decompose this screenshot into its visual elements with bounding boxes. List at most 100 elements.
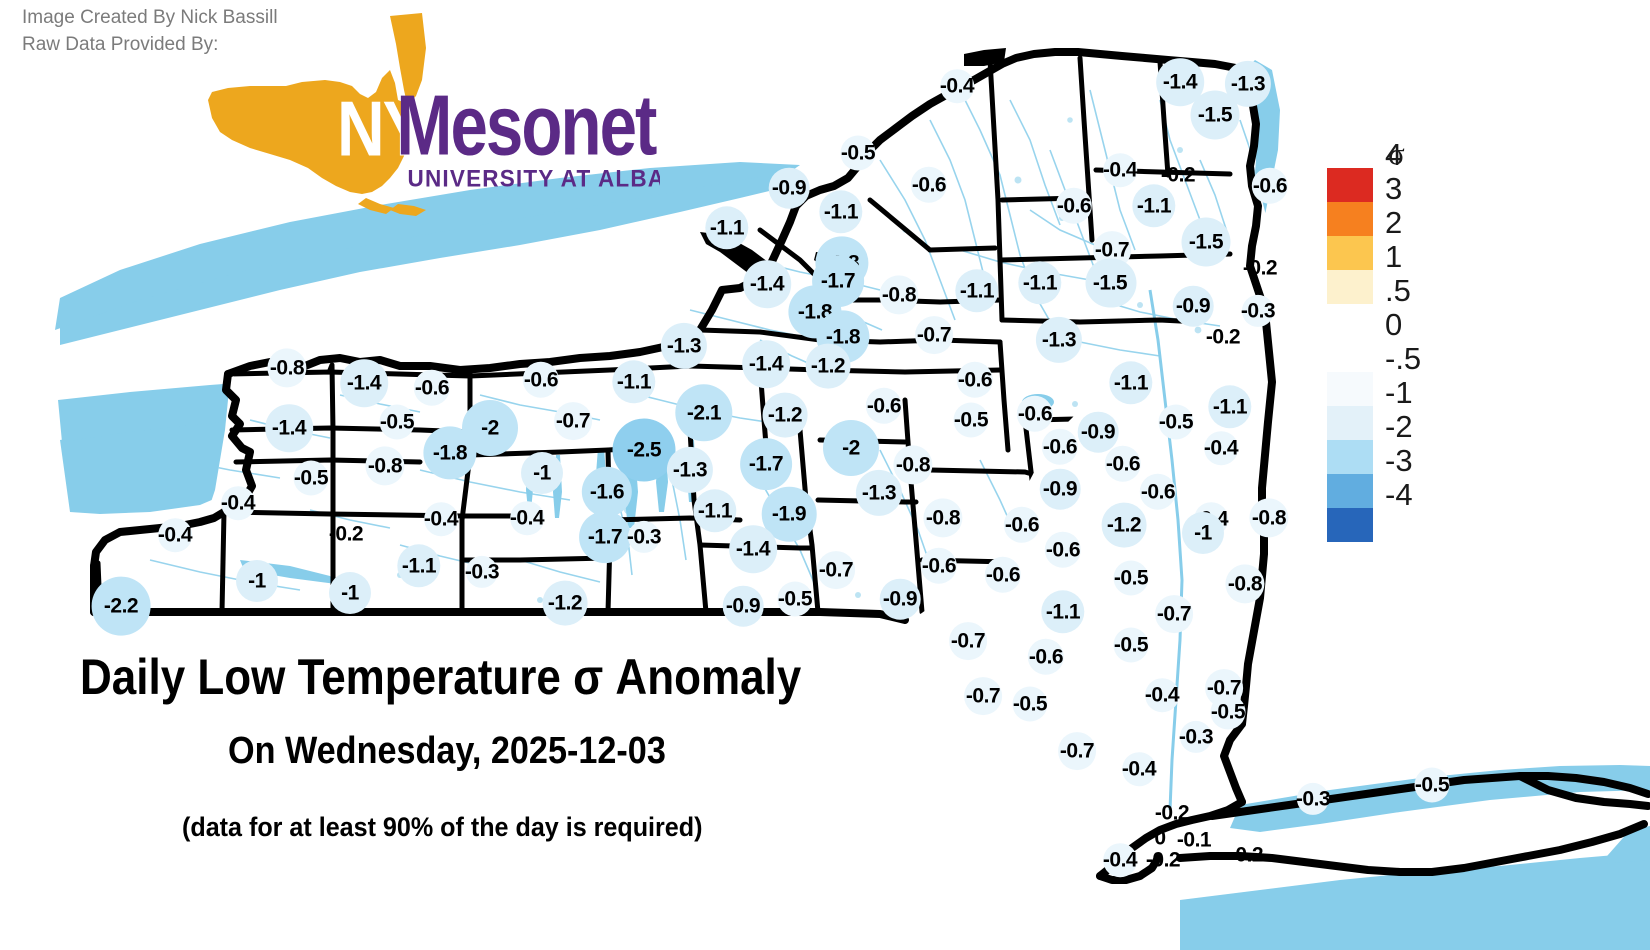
station-value: -1.4 <box>748 352 784 376</box>
station-halo <box>1172 285 1214 327</box>
station-value: -0.6 <box>1004 513 1040 537</box>
station-value: -0.8 <box>881 283 917 307</box>
station-value: -1.5 <box>1197 103 1233 127</box>
station-halo <box>265 404 313 452</box>
station-value: -2.2 <box>103 594 139 618</box>
station-halo <box>581 466 633 518</box>
station-halo <box>729 525 777 573</box>
station-value: -0.6 <box>911 173 947 197</box>
station-value: -0.6 <box>1042 435 1078 459</box>
station-value: -0.6 <box>1017 402 1053 426</box>
colorbar-swatch-cool <box>1327 474 1373 508</box>
colorbar-swatch-cool <box>1327 406 1373 440</box>
station-value: -0.2 <box>1145 848 1181 872</box>
station-value: -0.4 <box>220 491 256 515</box>
station-value: -0.6 <box>866 394 902 418</box>
station-value: -0.6 <box>523 368 559 392</box>
station-value: -1.5 <box>1188 230 1224 254</box>
station-halo <box>675 384 733 442</box>
station-value: -0.2 <box>1205 325 1241 349</box>
nys-mesonet-logo: NYS Mesonet UNIVERSITY AT ALBANY <box>190 8 660 223</box>
colorbar-tick-label: -2 <box>1385 409 1413 444</box>
station-value: -0.7 <box>1206 676 1242 700</box>
station-halo <box>1003 506 1041 544</box>
station-halo <box>1041 590 1085 634</box>
station-halo <box>365 446 405 486</box>
station-halo <box>522 361 560 399</box>
station-halo <box>660 322 708 370</box>
station-value: -0.5 <box>1113 633 1149 657</box>
station-value: -0.4 <box>1203 436 1239 460</box>
station-value: -0.4 <box>1121 757 1157 781</box>
station-halo <box>579 511 631 563</box>
station-value: -0.6 <box>414 376 450 400</box>
station-halo <box>693 489 737 533</box>
station-value: -0.7 <box>1059 739 1095 763</box>
station-value: -1.1 <box>1136 194 1172 218</box>
colorbar-swatch-warm <box>1327 202 1373 236</box>
colorbar-tick-labels: 4 3 2 1.5 0 -.5 -1 -2 -3 -4 <box>1385 138 1455 512</box>
station-halo <box>823 420 879 476</box>
station-value: -0.2 <box>1154 801 1190 825</box>
station-value: -0.5 <box>1113 566 1149 590</box>
station-value: 0 <box>1154 826 1166 850</box>
station-value: -1.9 <box>771 502 807 526</box>
station-value: -1.1 <box>1022 271 1058 295</box>
station-halo <box>521 452 563 494</box>
logo-nys-text: NYS <box>337 86 467 172</box>
station-value: -0.1 <box>1176 828 1212 852</box>
station-value: -0.9 <box>725 594 761 618</box>
credit-line-1: Image Created By Nick Bassill <box>22 7 278 28</box>
logo-tagline-text: UNIVERSITY AT ALBANY <box>408 165 660 192</box>
station-value: -0.7 <box>950 629 986 653</box>
station-halo <box>984 556 1022 594</box>
logo-mesonet-text: Mesonet <box>396 78 656 174</box>
station-value: -1.1 <box>1212 395 1248 419</box>
station-halo <box>923 498 963 538</box>
station-halo <box>1225 564 1265 604</box>
station-halo <box>1296 782 1330 816</box>
station-halo <box>1158 404 1194 440</box>
station-value: -1 <box>533 461 551 485</box>
station-halo <box>1208 385 1252 429</box>
ny-state-silhouette <box>208 13 426 194</box>
station-value: -1.3 <box>1041 328 1077 352</box>
station-value: -0.9 <box>1042 477 1078 501</box>
station-halo <box>762 392 808 438</box>
credit-block: Image Created By Nick Bassill Raw Data P… <box>22 4 278 58</box>
station-halo <box>1104 445 1142 483</box>
station-halo <box>743 260 791 308</box>
station-value: -1.2 <box>1106 513 1142 537</box>
station-value: -1.8 <box>825 325 861 349</box>
station-value: -1.2 <box>810 354 846 378</box>
station-halo <box>1077 411 1119 453</box>
station-halo <box>397 544 441 588</box>
station-halo <box>1139 473 1177 511</box>
station-halo <box>805 343 851 389</box>
station-value: -0.6 <box>1140 480 1176 504</box>
station-halo <box>329 572 371 614</box>
station-value: -1.7 <box>587 525 623 549</box>
station-halo <box>340 359 388 407</box>
station-halo <box>554 402 592 440</box>
station-halo <box>953 402 989 438</box>
station-halo <box>956 361 994 399</box>
station-value: -1.2 <box>547 591 583 615</box>
station-value: -0.8 <box>269 356 305 380</box>
station-value: -1.3 <box>861 481 897 505</box>
station-halo <box>1132 184 1176 228</box>
station-halo <box>1113 560 1149 596</box>
station-value: -0.4 <box>157 523 193 547</box>
station-value: -1.2 <box>767 403 803 427</box>
station-halo <box>1122 752 1156 786</box>
station-value: -1 <box>341 581 359 605</box>
station-halo <box>819 190 863 234</box>
station-halo <box>893 445 933 485</box>
colorbar-neutral-gap <box>1327 304 1373 372</box>
station-value: -0.8 <box>895 453 931 477</box>
station-halo <box>840 135 876 171</box>
station-halo <box>1035 316 1083 364</box>
station-halo <box>964 677 1002 715</box>
station-halo <box>705 206 749 250</box>
colorbar-swatch-warm <box>1327 270 1373 304</box>
